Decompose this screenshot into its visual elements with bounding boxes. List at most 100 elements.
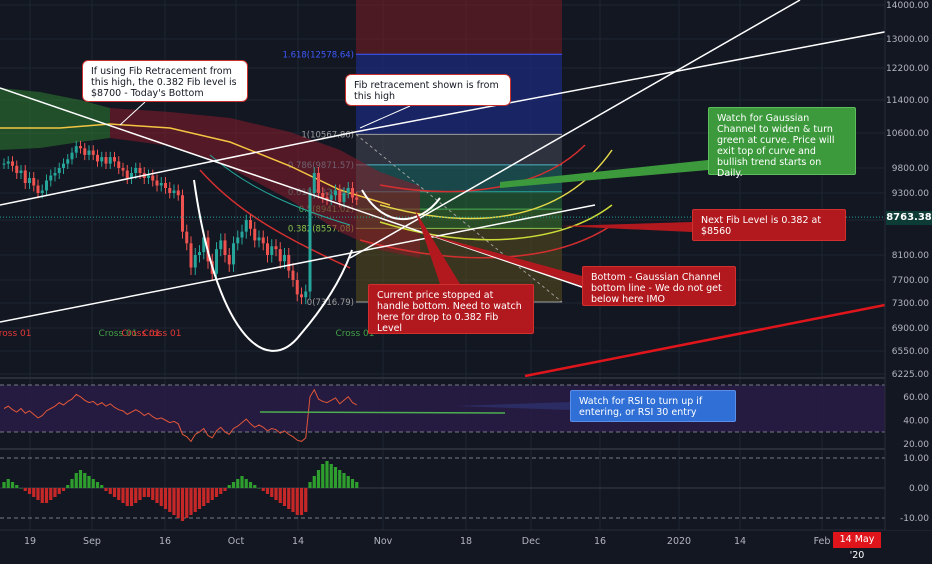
time-tick-label: Nov: [374, 536, 393, 547]
candle-body: [168, 188, 172, 193]
macd-bar: [270, 488, 274, 497]
candle-body: [274, 246, 278, 250]
macd-bar: [248, 482, 253, 488]
candles: [0, 140, 885, 305]
candle-body: [104, 157, 108, 164]
candle-body: [66, 159, 70, 164]
gaussian-midline: [0, 123, 391, 206]
candle-body: [342, 193, 346, 202]
candle-body: [125, 170, 129, 178]
time-tick-label: Sep: [83, 536, 101, 547]
candle-body: [151, 175, 155, 181]
macd-bar: [299, 488, 304, 515]
candle-body: [287, 255, 291, 271]
price-tick-label: 10600.00: [886, 129, 929, 139]
candle-body: [164, 183, 167, 188]
macd-bar: [146, 488, 151, 497]
macd-bar: [329, 464, 333, 488]
candle-body: [189, 243, 193, 268]
rsi-line: [3, 388, 357, 443]
time-tick-label: Dec: [522, 536, 540, 547]
candle-body: [304, 291, 308, 298]
pointer-gaussian-bottom: [420, 232, 582, 286]
candle-body: [227, 255, 231, 265]
rsi-band: [0, 385, 885, 432]
callout-gaussian-watch[interactable]: Watch for Gaussian Channel to widen & tu…: [708, 107, 856, 179]
macd-bar: [308, 482, 312, 488]
trendline-upper-left: [0, 131, 356, 206]
candle-body: [70, 152, 74, 160]
candle-body: [91, 150, 95, 155]
macd-bar: [176, 488, 180, 518]
macd-bar: [185, 488, 189, 518]
candle-body: [134, 168, 138, 173]
candle-body: [57, 168, 61, 173]
price-tick-label: 11400.00: [886, 96, 929, 106]
callout-fib-shown-note[interactable]: Fib retracement shown is from this high: [345, 74, 511, 106]
callout-current-price[interactable]: Current price stopped at handle bottom. …: [368, 284, 534, 334]
macd-bar: [142, 488, 146, 497]
macd-bar: [333, 467, 338, 488]
macd-bar: [83, 473, 87, 488]
candle-body: [185, 231, 189, 244]
candle-body: [15, 165, 19, 173]
price-tick-label: 14000.00: [886, 1, 929, 11]
macd-bar: [104, 488, 108, 491]
macd-bar: [10, 482, 15, 488]
macd-bar: [66, 485, 70, 488]
time-tick-label: 14: [292, 536, 304, 547]
time-tick-label: Oct: [228, 536, 245, 547]
macd-bar: [78, 470, 83, 488]
price-tick-label: 7300.00: [892, 299, 929, 309]
trendlines[interactable]: [0, 0, 896, 410]
candle-body: [28, 178, 31, 183]
callout-gaussian-bottom[interactable]: Bottom - Gaussian Channel bottom line - …: [582, 266, 736, 306]
fib-zone-top: [356, 0, 562, 55]
candle-body: [193, 255, 197, 268]
price-tick-label: 7700.00: [892, 276, 929, 286]
candle-body: [223, 240, 227, 255]
macd-tick-label: 10.00: [903, 454, 929, 464]
macd-bar: [172, 488, 176, 515]
cross-label: Cross 01: [0, 329, 31, 339]
macd-bar: [291, 488, 295, 512]
price-tick-label: 6550.00: [892, 347, 929, 357]
candle-body: [172, 190, 176, 193]
gaussian-projection-upper: [379, 144, 586, 193]
macd-bar: [117, 488, 121, 500]
callout-fib-high-note[interactable]: If using Fib Retracement from this high,…: [82, 60, 248, 102]
cross-label: Cross 01: [143, 329, 182, 339]
fib-level-label: 0(7316.79): [307, 298, 354, 308]
candle-body: [338, 190, 342, 202]
macd-bar: [138, 488, 142, 500]
macd-bar: [108, 488, 112, 494]
macd-bar: [295, 488, 299, 515]
macd-bar: [189, 488, 193, 515]
macd-bar: [129, 488, 134, 506]
time-tick-label: 19: [24, 536, 36, 547]
macd-bar: [287, 488, 291, 509]
price-tick-label: 8100.00: [892, 251, 929, 261]
macd-bar: [223, 488, 227, 491]
macd-bar: [19, 488, 23, 489]
macd-bar: [210, 488, 214, 500]
pointer-fib-shown: [359, 105, 411, 129]
pointer-current-price: [415, 210, 460, 284]
candle-body: [74, 146, 78, 153]
candle-body: [321, 193, 325, 198]
candle-body: [291, 270, 295, 280]
macd-bar: [338, 470, 342, 488]
callout-rsi-watch[interactable]: Watch for RSI to turn up if entering, or…: [570, 390, 736, 422]
rsi-trendline: [259, 411, 506, 414]
macd-bar: [87, 476, 91, 488]
gaussian-band-green: [0, 88, 110, 150]
macd-bar: [134, 488, 138, 503]
macd-bar: [53, 488, 57, 497]
candle-body: [79, 146, 82, 149]
price-axis-bg: [885, 0, 932, 530]
macd-bar: [32, 488, 36, 497]
candle-body: [240, 231, 244, 238]
callout-next-fib[interactable]: Next Fib Level is 0.382 at $8560: [692, 209, 846, 241]
